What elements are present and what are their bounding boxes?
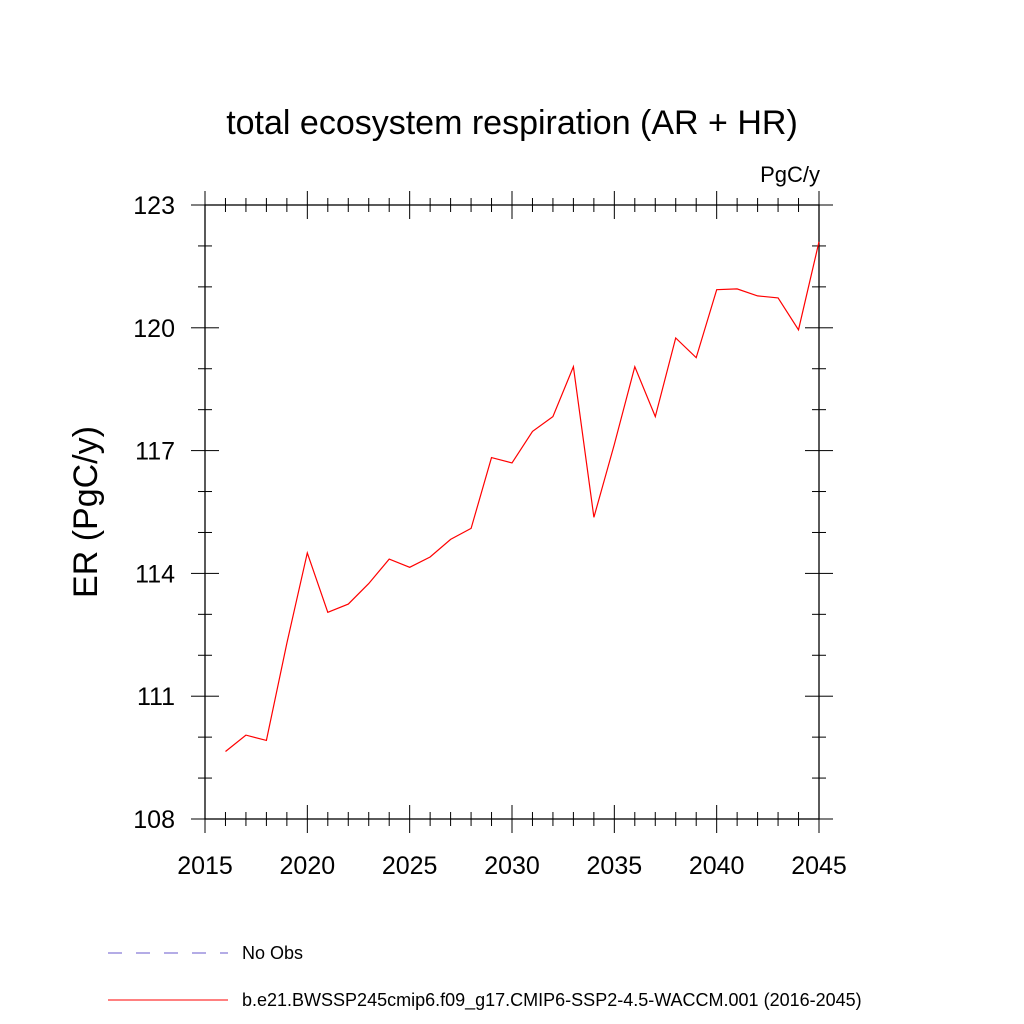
y-tick-label: 114 [135,560,175,588]
legend-entry: No Obs [242,943,303,963]
x-tick-label: 2015 [177,852,233,880]
tick-labels: 2015 2020 2025 2030 2035 2040 2045 108 111 114 117… [133,192,847,880]
y-axis-label: ER (PgC/y) [67,426,105,598]
y-tick-label: 117 [135,438,175,466]
x-tick-label: 2040 [689,852,745,880]
x-tick-label: 2035 [587,852,643,880]
series-line [225,241,820,752]
x-tick-label: 2030 [484,852,540,880]
chart-title: total ecosystem respiration (AR + HR) [226,104,798,142]
plot-frame [204,204,820,820]
y-tick-label: 111 [137,683,175,711]
series-lines [225,241,820,752]
x-tick-label: 2045 [791,852,847,880]
legend-entry: b.e21.BWSSP245cmip6.f09_g17.CMIP6-SSP2-4… [242,990,862,1011]
y-tick-label: 108 [133,806,175,834]
legend: No Obs b.e21.BWSSP245cmip6.f09_g17.CMIP6-… [108,943,862,1011]
axis-ticks [191,191,833,833]
x-tick-label: 2025 [382,852,438,880]
x-tick-label: 2020 [280,852,336,880]
y-tick-label: 123 [133,192,175,220]
units-label: PgC/y [760,162,820,187]
y-tick-label: 120 [133,315,175,343]
